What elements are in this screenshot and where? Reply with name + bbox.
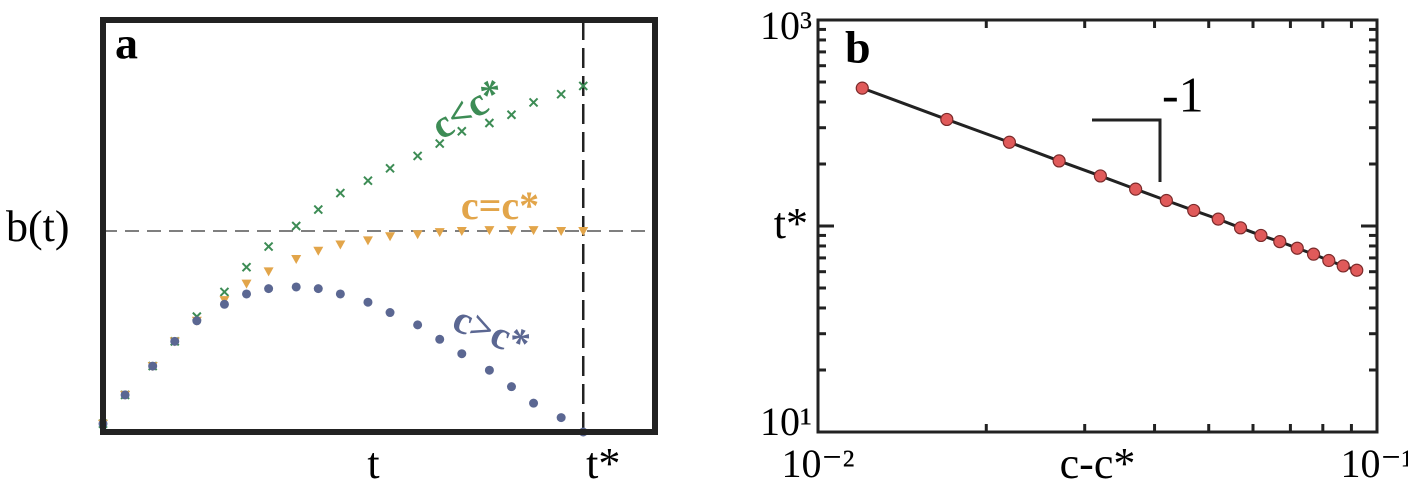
marker (457, 126, 467, 136)
slope-label: -1 (1162, 66, 1204, 122)
marker (528, 226, 539, 236)
marker (578, 226, 589, 236)
marker (556, 226, 567, 236)
x-axis-label: c-c* (1060, 439, 1136, 488)
marker (335, 240, 346, 250)
x-tick-label: 10⁻¹ (1340, 441, 1408, 486)
marker (363, 175, 373, 186)
series-label: c<c* (423, 68, 513, 148)
marker (120, 390, 130, 400)
marker (855, 81, 869, 95)
panel-label: b (845, 22, 871, 73)
marker (435, 138, 445, 149)
marker (1254, 228, 1268, 243)
marker (506, 226, 517, 236)
marker (241, 262, 252, 272)
y-axis-label: t* (774, 199, 808, 248)
marker (1322, 253, 1336, 268)
panel-label: a (115, 18, 138, 69)
marker (1052, 154, 1066, 168)
plot-frame (816, 18, 1379, 434)
marker (192, 316, 202, 326)
marker (1290, 241, 1304, 255)
marker (1002, 135, 1017, 149)
marker (1273, 234, 1287, 249)
marker (528, 97, 539, 108)
y-axis-label: b(t) (6, 202, 70, 251)
slope-triangle (1092, 118, 1162, 182)
marker (484, 118, 495, 128)
marker (385, 232, 396, 242)
marker (1187, 203, 1201, 218)
marker (242, 289, 252, 299)
marker (940, 112, 954, 127)
marker (1350, 263, 1364, 277)
marker (264, 284, 274, 294)
marker (1233, 221, 1248, 235)
y-tick-label: 10³ (760, 3, 812, 48)
marker (362, 236, 373, 246)
marker (506, 382, 516, 392)
marker (506, 110, 517, 120)
marker (1211, 212, 1225, 226)
marker (412, 151, 423, 161)
marker (313, 204, 323, 215)
marker (457, 349, 467, 359)
marker (219, 287, 230, 297)
series-label: c=c* (461, 183, 539, 228)
marker (241, 279, 252, 289)
plot-frame (100, 17, 658, 435)
marker (413, 320, 423, 330)
marker (456, 226, 467, 236)
marker (313, 284, 323, 294)
marker (529, 398, 539, 408)
marker (435, 334, 445, 344)
marker (335, 289, 345, 299)
marker (556, 89, 566, 99)
x-tick-label: 10⁻² (781, 441, 854, 486)
marker (313, 246, 324, 256)
marker (1093, 169, 1107, 183)
marker (556, 413, 566, 423)
marker (263, 241, 274, 252)
marker (219, 299, 229, 309)
marker (1336, 259, 1350, 273)
marker (484, 365, 494, 375)
marker (170, 336, 180, 346)
marker (434, 228, 445, 238)
marker (291, 254, 302, 264)
marker (385, 308, 395, 318)
marker (291, 282, 301, 292)
marker (412, 230, 423, 240)
marker (263, 267, 274, 277)
x-axis-label: t (367, 439, 379, 488)
marker (335, 188, 346, 198)
y-tick-label: 10¹ (760, 399, 812, 444)
marker (1306, 247, 1321, 261)
marker (1129, 182, 1143, 196)
marker (1159, 193, 1173, 208)
marker (291, 221, 301, 231)
marker (148, 361, 158, 371)
marker (578, 81, 588, 91)
marker (484, 226, 495, 236)
marker (385, 163, 395, 174)
x-tick-label: t* (586, 439, 620, 488)
marker (363, 297, 373, 307)
